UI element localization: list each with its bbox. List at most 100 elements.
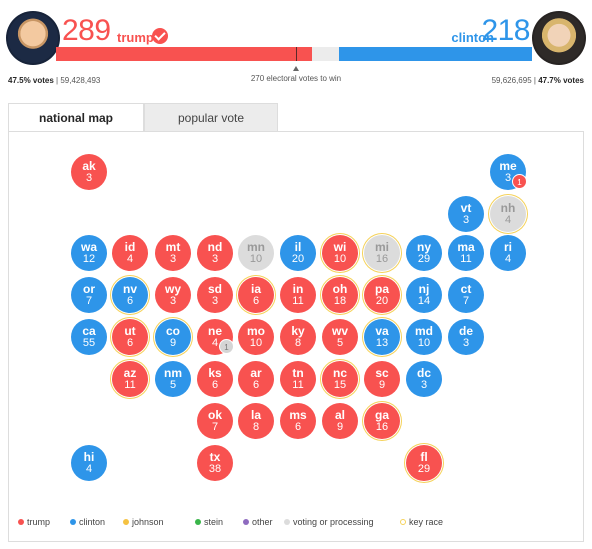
state-electoral-votes: 11 — [292, 295, 304, 307]
clinton-avatar — [532, 11, 586, 65]
trump-electoral-count: 289 — [62, 14, 111, 47]
state-co[interactable]: co 9 — [155, 319, 191, 355]
state-nd[interactable]: nd 3 — [197, 235, 233, 271]
state-in[interactable]: in 11 — [280, 277, 316, 313]
state-electoral-votes: 18 — [333, 295, 347, 307]
state-va[interactable]: va 13 — [364, 319, 400, 355]
state-sd[interactable]: sd 3 — [197, 277, 233, 313]
state-or[interactable]: or 7 — [71, 277, 107, 313]
state-ok[interactable]: ok 7 — [197, 403, 233, 439]
state-tx[interactable]: tx 38 — [197, 445, 233, 481]
state-ky[interactable]: ky 8 — [280, 319, 316, 355]
state-abbr: la — [250, 408, 261, 422]
tab-popular-vote[interactable]: popular vote — [144, 103, 278, 132]
state-abbr: hi — [83, 450, 95, 464]
state-ia[interactable]: ia 6 — [238, 277, 274, 313]
state-az[interactable]: az 11 — [112, 361, 148, 397]
state-abbr: sd — [207, 282, 222, 296]
state-electoral-votes: 9 — [378, 379, 386, 391]
legend-dot-icon — [284, 519, 290, 525]
legend-dot-icon — [195, 519, 201, 525]
legend-dot-icon — [400, 519, 406, 525]
state-electoral-votes: 8 — [294, 337, 302, 349]
state-electoral-votes: 9 — [169, 337, 177, 349]
state-wv[interactable]: wv 5 — [322, 319, 358, 355]
state-al[interactable]: al 9 — [322, 403, 358, 439]
state-nj[interactable]: nj 14 — [406, 277, 442, 313]
state-mt[interactable]: mt 3 — [155, 235, 191, 271]
threshold-label: 270 electoral votes to win — [250, 74, 342, 83]
state-electoral-votes: 6 — [211, 379, 219, 391]
state-electoral-votes: 3 — [420, 379, 428, 391]
state-la[interactable]: la 8 — [238, 403, 274, 439]
state-ca[interactable]: ca 55 — [71, 319, 107, 355]
state-electoral-votes: 55 — [82, 337, 96, 349]
state-abbr: ri — [503, 240, 512, 254]
state-abbr: md — [415, 324, 433, 338]
state-nm[interactable]: nm 5 — [155, 361, 191, 397]
state-ut[interactable]: ut 6 — [112, 319, 148, 355]
legend-dot-icon — [123, 519, 129, 525]
state-wa[interactable]: wa 12 — [71, 235, 107, 271]
state-abbr: ak — [82, 159, 96, 173]
state-abbr: sc — [375, 366, 389, 380]
district-badge-me[interactable]: 1 — [512, 174, 527, 189]
state-electoral-votes: 10 — [333, 253, 347, 265]
state-abbr: fl — [420, 450, 428, 464]
state-abbr: ma — [457, 240, 475, 254]
state-abbr: al — [334, 408, 345, 422]
state-dc[interactable]: dc 3 — [406, 361, 442, 397]
state-tn[interactable]: tn 11 — [280, 361, 316, 397]
state-nc[interactable]: nc 15 — [322, 361, 358, 397]
state-md[interactable]: md 10 — [406, 319, 442, 355]
state-electoral-votes: 7 — [211, 421, 219, 433]
state-mn[interactable]: mn 10 — [238, 235, 274, 271]
state-oh[interactable]: oh 18 — [322, 277, 358, 313]
state-abbr: ok — [207, 408, 222, 422]
state-electoral-votes: 9 — [336, 421, 344, 433]
state-electoral-votes: 29 — [417, 253, 431, 265]
state-id[interactable]: id 4 — [112, 235, 148, 271]
state-abbr: co — [165, 324, 180, 338]
state-ct[interactable]: ct 7 — [448, 277, 484, 313]
state-electoral-votes: 6 — [126, 337, 134, 349]
state-ga[interactable]: ga 16 — [364, 403, 400, 439]
state-fl[interactable]: fl 29 — [406, 445, 442, 481]
state-abbr: ms — [289, 408, 307, 422]
electoral-progress-bar — [56, 47, 532, 61]
state-wy[interactable]: wy 3 — [155, 277, 191, 313]
state-ar[interactable]: ar 6 — [238, 361, 274, 397]
state-abbr: az — [123, 366, 137, 380]
state-abbr: vt — [460, 201, 472, 215]
state-ak[interactable]: ak 3 — [71, 154, 107, 190]
state-ks[interactable]: ks 6 — [197, 361, 233, 397]
state-nh[interactable]: nh 4 — [490, 196, 526, 232]
state-il[interactable]: il 20 — [280, 235, 316, 271]
tab-national-map[interactable]: national map — [8, 103, 144, 132]
state-electoral-votes: 5 — [169, 379, 177, 391]
state-pa[interactable]: pa 20 — [364, 277, 400, 313]
state-abbr: nd — [207, 240, 223, 254]
district-badge-ne[interactable]: 1 — [219, 339, 234, 354]
state-de[interactable]: de 3 — [448, 319, 484, 355]
state-ma[interactable]: ma 11 — [448, 235, 484, 271]
state-ny[interactable]: ny 29 — [406, 235, 442, 271]
state-electoral-votes: 38 — [208, 463, 222, 475]
state-electoral-votes: 20 — [375, 295, 389, 307]
state-abbr: wa — [80, 240, 97, 254]
state-abbr: il — [294, 240, 302, 254]
state-wi[interactable]: wi 10 — [322, 235, 358, 271]
state-ms[interactable]: ms 6 — [280, 403, 316, 439]
state-mo[interactable]: mo 10 — [238, 319, 274, 355]
threshold-arrow-icon — [293, 66, 299, 71]
state-abbr: nj — [418, 282, 430, 296]
state-abbr: nc — [332, 366, 347, 380]
state-nv[interactable]: nv 6 — [112, 277, 148, 313]
state-sc[interactable]: sc 9 — [364, 361, 400, 397]
state-electoral-votes: 4 — [126, 253, 134, 265]
state-vt[interactable]: vt 3 — [448, 196, 484, 232]
state-hi[interactable]: hi 4 — [71, 445, 107, 481]
state-ri[interactable]: ri 4 — [490, 235, 526, 271]
state-mi[interactable]: mi 16 — [364, 235, 400, 271]
state-electoral-votes: 10 — [249, 253, 263, 265]
